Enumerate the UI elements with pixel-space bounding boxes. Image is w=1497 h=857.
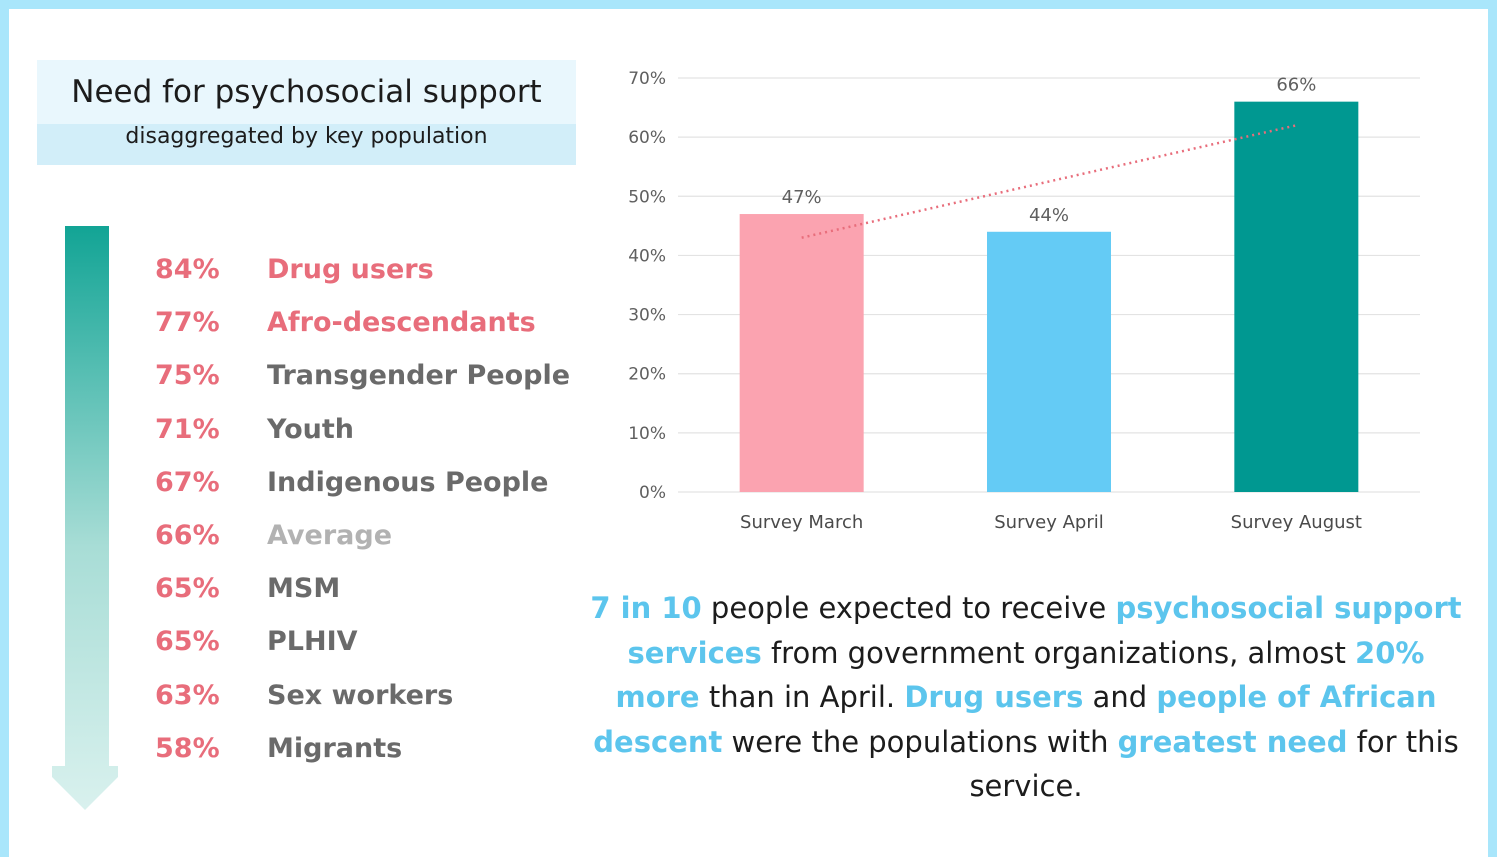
gradient-down-arrow-icon: [52, 226, 118, 810]
summary-text-segment: for this service.: [969, 724, 1459, 804]
key-population-percent: 84%: [155, 254, 220, 285]
key-population-name: Indigenous People: [267, 466, 549, 498]
key-population-name: MSM: [267, 573, 341, 605]
key-population-name: PLHIV: [267, 626, 358, 658]
y-tick-label: 50%: [628, 187, 666, 207]
bar: [1234, 101, 1359, 493]
title-panel: Need for psychosocial support: [37, 60, 576, 165]
summary-highlight: psychosocial support services: [627, 591, 1462, 670]
y-tick-label: 10%: [628, 424, 666, 444]
summary-text-segment: from government organizations, almost: [761, 635, 1356, 670]
key-population-percent: 77%: [155, 307, 220, 339]
trendline: [801, 124, 1297, 239]
key-population-percent: 63%: [155, 679, 220, 711]
y-tick-label: 20%: [628, 365, 666, 385]
summary-highlight: greatest need: [1117, 724, 1348, 759]
key-population-name: Afro-descendants: [267, 307, 536, 339]
key-population-percent: 66%: [155, 520, 220, 551]
subtitle-band: [37, 124, 576, 165]
summary-text-segment: than in April.: [699, 680, 905, 714]
panel-subtitle: disaggregated by key population: [125, 124, 488, 149]
key-population-percent: 67%: [155, 466, 220, 498]
bar-data-label: 44%: [1029, 205, 1069, 226]
bar-data-label: 47%: [782, 187, 822, 208]
key-population-name: Drug users: [267, 254, 434, 285]
y-tick-label: 40%: [628, 246, 666, 266]
bar: [739, 214, 864, 492]
y-tick-label: 30%: [628, 306, 666, 326]
key-population-name: Sex workers: [267, 679, 454, 711]
summary-text: 7 in 10 people expected to receive psych…: [586, 586, 1466, 809]
x-tick-label: Survey August: [1231, 512, 1362, 533]
key-population-percent: 75%: [155, 360, 220, 392]
summary-highlight: Drug users: [904, 680, 1084, 714]
key-population-percent: 58%: [155, 732, 220, 764]
key-population-percent: 65%: [155, 573, 220, 605]
x-tick-label: Survey March: [740, 512, 863, 533]
key-population-name: Average: [267, 520, 393, 551]
summary-text-segment: were the populations with: [722, 724, 1118, 759]
bar-data-label: 66%: [1276, 75, 1316, 96]
summary-text-segment: and: [1083, 680, 1157, 714]
y-tick-label: 0%: [639, 483, 666, 503]
key-population-name: Transgender People: [267, 360, 571, 392]
key-population-percent: 71%: [155, 413, 220, 445]
key-population-name: Youth: [267, 413, 354, 445]
panel-title: Need for psychosocial support: [71, 74, 542, 110]
key-population-percent: 65%: [155, 626, 220, 658]
y-tick-label: 60%: [628, 128, 666, 148]
key-population-name: Migrants: [267, 732, 403, 764]
survey-bar-chart: 0% 10% 20% 30% 40% 50% 60% 70% 47% Survey March 44…: [628, 69, 1420, 533]
summary-text-segment: people expected to receive: [701, 591, 1116, 625]
summary-highlight: 7 in 10: [590, 591, 702, 625]
summary-highlight: 20% more: [615, 635, 1425, 715]
summary-highlight: people of African descent: [593, 680, 1437, 759]
bar: [987, 231, 1111, 492]
x-tick-label: Survey April: [994, 512, 1103, 533]
y-tick-label: 70%: [628, 69, 666, 89]
